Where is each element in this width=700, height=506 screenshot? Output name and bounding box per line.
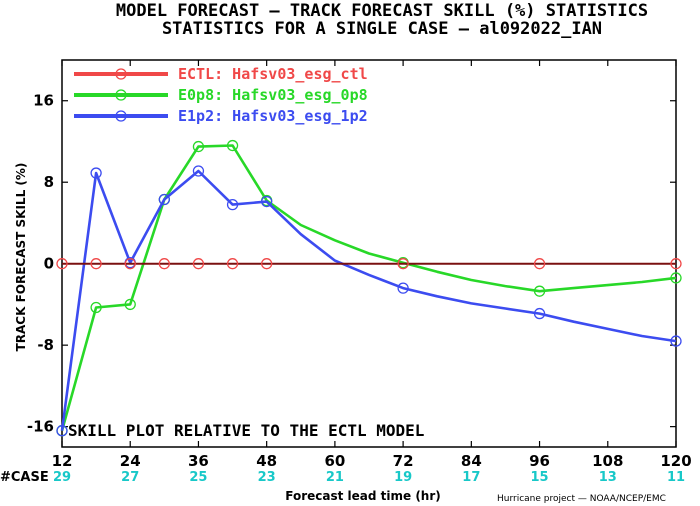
- series-e1p2-point: [90, 167, 102, 179]
- legend-ectl-label: ECTL: Hafsv03_esg_ctl: [178, 65, 368, 83]
- x-tick-label: 60: [324, 452, 345, 470]
- x-tick-label: 48: [256, 452, 277, 470]
- case-count: 17: [462, 470, 480, 485]
- series-e1p2-point: [261, 195, 273, 208]
- y-tick-label: 16: [33, 92, 54, 110]
- series-e1p2-point: [226, 198, 239, 211]
- series-e1p2-line: [60, 169, 677, 431]
- chart-subtitle: STATISTICS FOR A SINGLE CASE — al092022_…: [162, 19, 602, 39]
- legend-e0p8-label: E0p8: Hafsv03_esg_0p8: [178, 86, 368, 104]
- series-ectl-point: [261, 258, 273, 270]
- series-ectl-point: [533, 258, 546, 270]
- plot-frame: [61, 59, 677, 448]
- x-tick-label: 108: [592, 452, 623, 470]
- series-ectl-point: [670, 258, 682, 270]
- y-tick-label: 8: [44, 173, 54, 191]
- case-count: 27: [121, 470, 139, 485]
- legend-e1p2-label: E1p2: Hafsv03_esg_1p2: [178, 107, 368, 125]
- series-e1p2-point: [397, 282, 409, 294]
- chart-title: MODEL FORECAST — TRACK FORECAST SKILL (%…: [116, 1, 648, 21]
- x-tick-label: 36: [188, 452, 209, 470]
- legend-e0p8-marker: [115, 89, 127, 101]
- series-e1p2-point: [158, 193, 170, 206]
- series-ectl-point: [158, 258, 170, 270]
- case-count: 11: [667, 470, 685, 485]
- series-e0p8-point: [124, 298, 136, 311]
- plot-area: 12 24 36 48 60 72 84 96 108 120 29 27 25 23 21 19 17 15 13…: [27, 59, 692, 485]
- x-tick-label: 24: [120, 452, 141, 470]
- series-e1p2-point: [56, 425, 68, 437]
- series-ectl-point: [192, 258, 205, 270]
- y-axis-label: TRACK FORECAST SKILL (%): [14, 163, 28, 352]
- case-count: 13: [599, 470, 617, 485]
- x-tick-label: 12: [52, 452, 73, 470]
- case-count: 15: [531, 470, 549, 485]
- case-count: 23: [258, 470, 276, 485]
- series-ectl-point: [124, 258, 136, 270]
- series-e0p8-point: [226, 139, 239, 152]
- x-tick-label: 72: [393, 452, 414, 470]
- series-e1p2-point: [533, 307, 546, 320]
- series-e1p2-point: [670, 335, 682, 347]
- case-count-label: #CASE: [0, 470, 49, 485]
- credit-text: Hurricane project — NOAA/NCEP/EMC: [497, 494, 666, 504]
- x-tick-label: 84: [461, 452, 482, 470]
- series-e0p8-point: [192, 140, 205, 153]
- series-ectl-point: [56, 258, 68, 270]
- skill-annotation: SKILL PLOT RELATIVE TO THE ECTL MODEL: [68, 421, 424, 440]
- series-e0p8-point: [90, 301, 102, 314]
- legend-ectl-marker: [115, 68, 127, 80]
- series-ectl-point: [397, 258, 409, 270]
- case-count: 19: [394, 470, 412, 485]
- x-axis-label: Forecast lead time (hr): [285, 489, 441, 503]
- x-tick-label: 120: [660, 452, 691, 470]
- legend-e1p2-marker: [115, 110, 127, 122]
- series-ectl-point: [226, 258, 239, 270]
- y-tick-label: -8: [37, 336, 54, 354]
- series-e0p8-line: [60, 144, 677, 432]
- case-count: 29: [53, 470, 71, 485]
- y-tick-label: -16: [27, 418, 54, 436]
- case-count: 25: [189, 470, 207, 485]
- series-e0p8-point: [533, 285, 546, 297]
- series-ectl-point: [90, 258, 102, 270]
- y-tick-label: 0: [44, 255, 54, 273]
- series-e1p2-point: [192, 165, 205, 177]
- case-count: 21: [326, 470, 344, 485]
- series-e0p8-point: [670, 272, 682, 284]
- x-tick-label: 96: [529, 452, 550, 470]
